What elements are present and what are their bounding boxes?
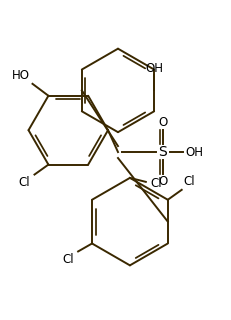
Text: S: S <box>158 145 167 159</box>
Text: Cl: Cl <box>150 177 161 190</box>
Text: O: O <box>158 175 167 188</box>
Text: Cl: Cl <box>19 176 30 189</box>
Text: OH: OH <box>145 62 163 75</box>
Text: Cl: Cl <box>184 175 195 188</box>
Text: OH: OH <box>185 146 204 158</box>
Text: HO: HO <box>12 69 30 82</box>
Text: Cl: Cl <box>62 253 74 266</box>
Text: O: O <box>158 116 167 129</box>
